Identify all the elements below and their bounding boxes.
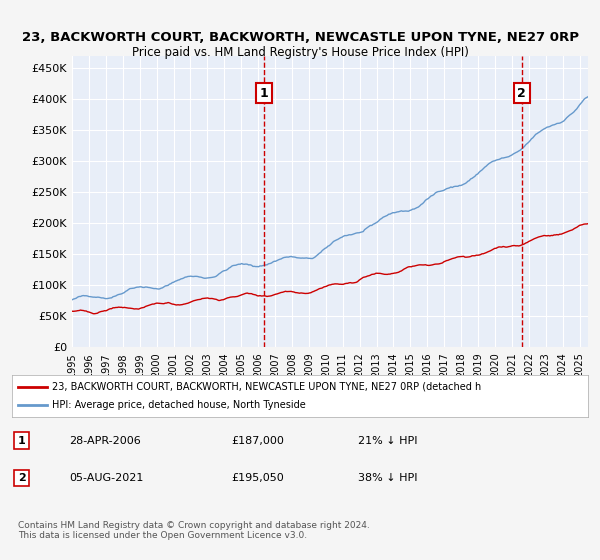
Text: Price paid vs. HM Land Registry's House Price Index (HPI): Price paid vs. HM Land Registry's House … [131,46,469,59]
Text: 1: 1 [18,436,26,446]
Text: HPI: Average price, detached house, North Tyneside: HPI: Average price, detached house, Nort… [52,400,306,410]
Text: 2: 2 [18,473,26,483]
Text: £187,000: £187,000 [231,436,284,446]
Text: 21% ↓ HPI: 21% ↓ HPI [358,436,417,446]
Text: 23, BACKWORTH COURT, BACKWORTH, NEWCASTLE UPON TYNE, NE27 0RP (detached h: 23, BACKWORTH COURT, BACKWORTH, NEWCASTL… [52,382,482,392]
Text: 05-AUG-2021: 05-AUG-2021 [70,473,144,483]
Text: 23, BACKWORTH COURT, BACKWORTH, NEWCASTLE UPON TYNE, NE27 0RP: 23, BACKWORTH COURT, BACKWORTH, NEWCASTL… [22,31,578,44]
Text: Contains HM Land Registry data © Crown copyright and database right 2024.
This d: Contains HM Land Registry data © Crown c… [18,521,370,540]
Text: 28-APR-2006: 28-APR-2006 [70,436,142,446]
Text: 1: 1 [259,87,268,100]
Text: £195,050: £195,050 [231,473,284,483]
Text: 2: 2 [517,87,526,100]
Text: 38% ↓ HPI: 38% ↓ HPI [358,473,417,483]
